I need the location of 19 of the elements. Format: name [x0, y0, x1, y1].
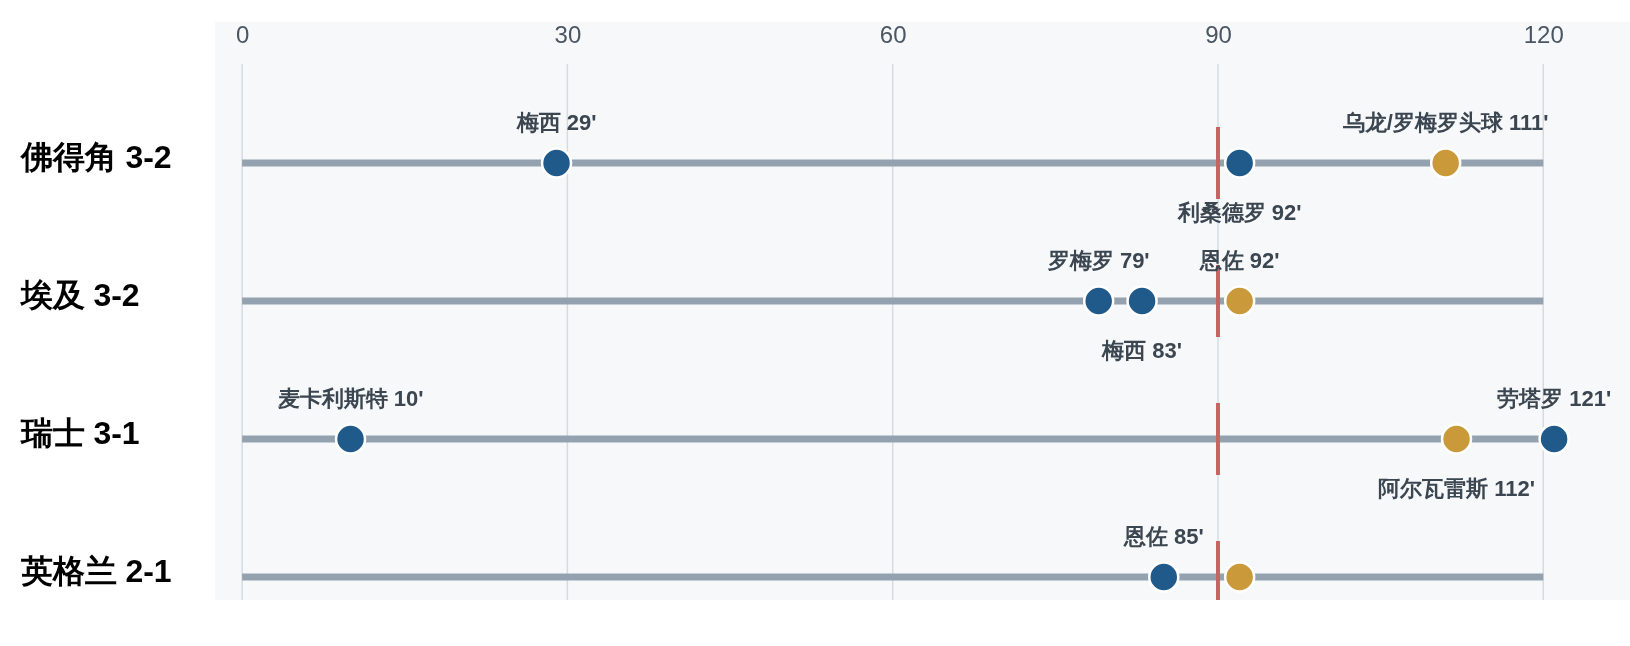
data-label: 阿尔瓦雷斯 112'	[1378, 476, 1535, 501]
x-tick-label: 30	[554, 20, 582, 48]
x-tick-label: 90	[1205, 20, 1232, 48]
data-label: 利桑德罗 92'	[1176, 200, 1302, 225]
data-label: 恩佐 92'	[1198, 248, 1280, 273]
x-tick-label: 60	[879, 20, 907, 48]
data-label: 乌龙/罗梅罗头球 111'	[1341, 110, 1549, 135]
y-tick-label: 英格兰 2-1	[19, 552, 172, 589]
data-label: 恩佐 85'	[1122, 524, 1204, 549]
x-tick-label: 120	[1523, 20, 1564, 48]
y-tick-label: 佛得角 3-2	[19, 138, 172, 175]
y-tick-label: 瑞士 3-1	[19, 414, 140, 451]
data-label: 劳塔罗 121'	[1497, 386, 1612, 411]
x-tick-label: 0	[235, 20, 250, 48]
data-label: 罗梅罗 79'	[1046, 248, 1150, 273]
y-tick-label: 埃及 3-2	[18, 276, 140, 313]
data-label: 麦卡利斯特 10'	[276, 386, 424, 411]
data-label: 梅西 29'	[515, 110, 597, 135]
data-label: 梅西 83'	[1101, 338, 1182, 363]
